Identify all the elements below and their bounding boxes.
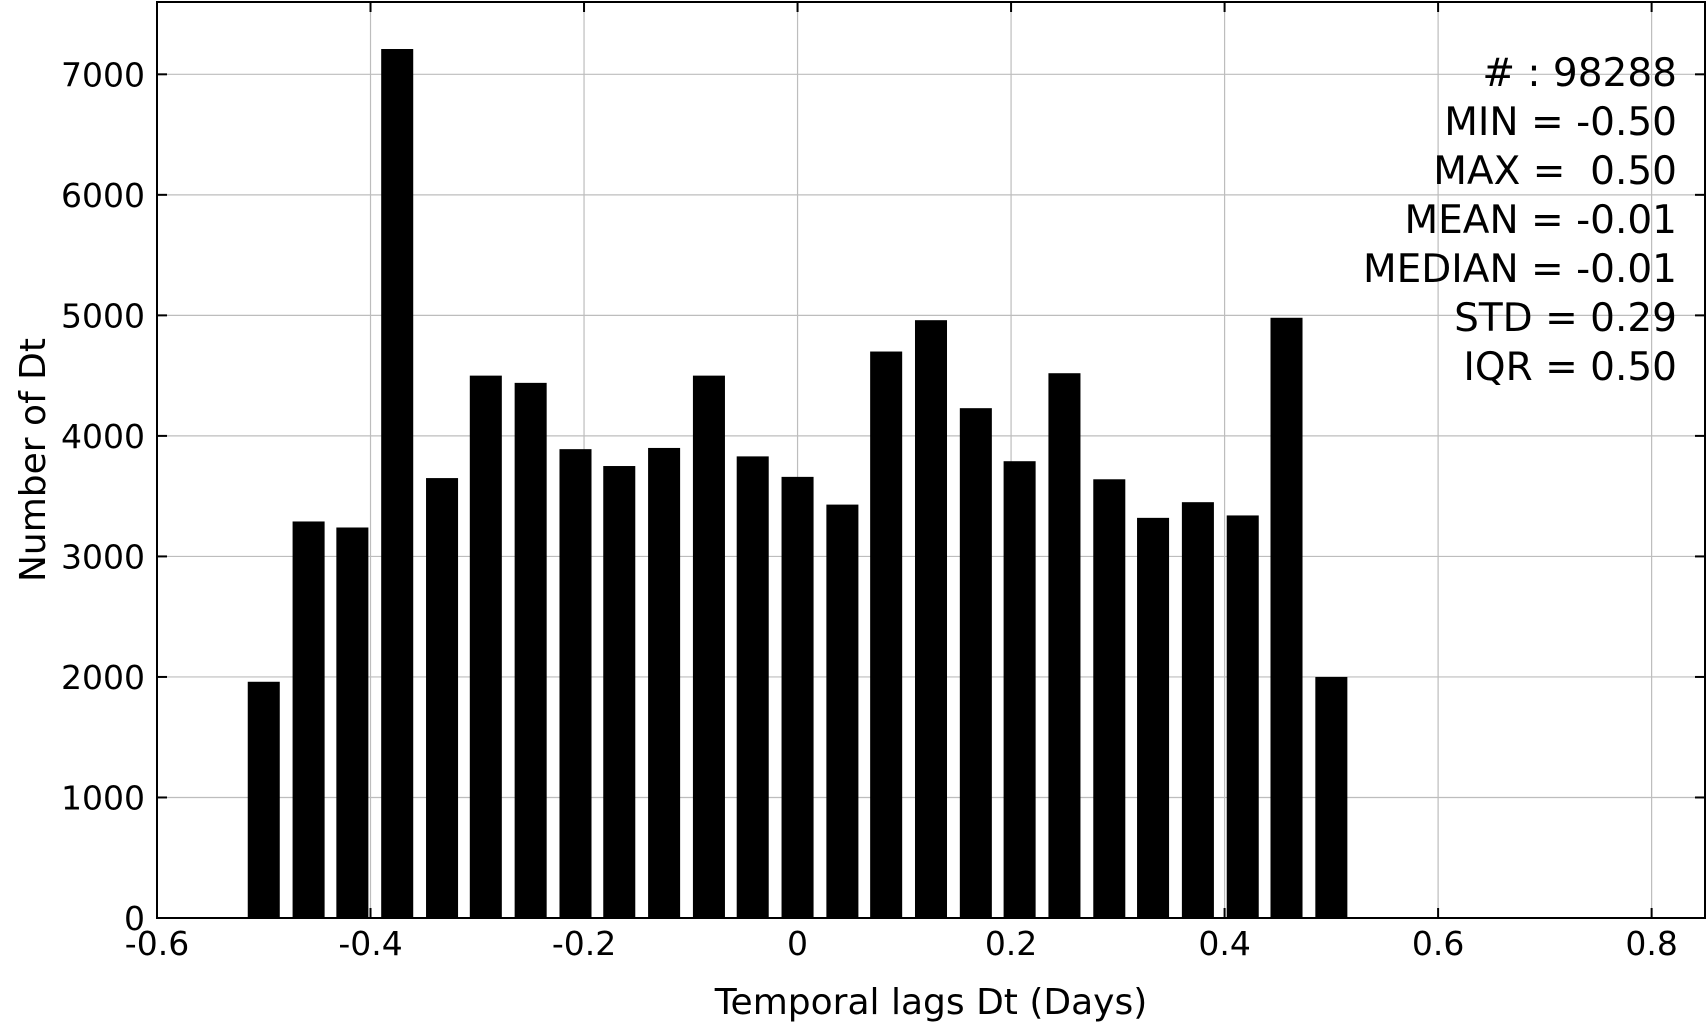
stats-median: MEDIAN = -0.01 — [1363, 247, 1677, 292]
stats-mean: MEAN = -0.01 — [1404, 198, 1677, 243]
x-axis-title: Temporal lags Dt (Days) — [714, 982, 1148, 1023]
bar — [648, 447, 681, 918]
y-tick-label: 4000 — [61, 417, 145, 456]
tick-marks — [156, 2, 1705, 919]
bar — [426, 478, 459, 918]
bar — [781, 476, 814, 918]
plot-frame — [156, 1, 1706, 919]
y-axis-title: Number of Dt — [13, 338, 54, 582]
stats-annotation: # : 98288 MIN = -0.50 MAX = 0.50 MEAN = … — [1363, 51, 1677, 390]
bar — [736, 456, 769, 918]
x-tick-label: -0.6 — [125, 924, 189, 963]
y-tick-label: 1000 — [61, 778, 145, 817]
x-tick-label: 0.2 — [985, 924, 1037, 963]
bar — [1315, 676, 1348, 918]
bar — [1226, 515, 1259, 918]
bar — [292, 521, 325, 918]
y-tick-label: 2000 — [61, 658, 145, 697]
bar — [559, 449, 592, 918]
bar — [826, 504, 859, 918]
stats-iqr: IQR = 0.50 — [1463, 345, 1677, 390]
x-tick-label: -0.4 — [338, 924, 402, 963]
bar — [469, 375, 502, 918]
stats-count: # : 98288 — [1482, 51, 1677, 96]
x-tick-label: 0 — [787, 924, 808, 963]
bar — [1181, 502, 1214, 918]
y-tick-label: 5000 — [61, 296, 145, 335]
x-tick-label: 0.4 — [1198, 924, 1250, 963]
y-tick-label: 3000 — [61, 537, 145, 576]
bar — [1270, 317, 1303, 919]
bar — [1093, 479, 1126, 918]
bar — [959, 408, 992, 918]
y-tick-label: 7000 — [61, 55, 145, 94]
bar — [692, 375, 725, 918]
bar — [514, 382, 547, 918]
bar — [381, 49, 414, 919]
bars — [247, 49, 1348, 919]
x-tick-label: 0.8 — [1625, 924, 1677, 963]
x-tick-label: 0.6 — [1412, 924, 1464, 963]
bar — [1048, 373, 1081, 918]
bar — [1137, 517, 1170, 918]
bar — [870, 351, 903, 918]
bar — [247, 681, 280, 918]
y-tick-label: 6000 — [61, 176, 145, 215]
bar — [603, 466, 636, 918]
x-tick-label: -0.2 — [552, 924, 616, 963]
bar — [336, 527, 369, 918]
y-tick-labels: 0 1000 2000 3000 4000 5000 6000 7000 — [61, 55, 145, 938]
stats-min: MIN = -0.50 — [1444, 100, 1677, 145]
stats-max: MAX = 0.50 — [1433, 149, 1677, 194]
bar — [1003, 461, 1036, 918]
grid-lines — [156, 2, 1705, 918]
y-tick-label: 0 — [124, 899, 145, 938]
x-tick-labels: -0.6 -0.4 -0.2 0 0.2 0.4 0.6 0.8 — [125, 924, 1678, 963]
bar — [914, 320, 948, 919]
stats-std: STD = 0.29 — [1454, 296, 1677, 341]
